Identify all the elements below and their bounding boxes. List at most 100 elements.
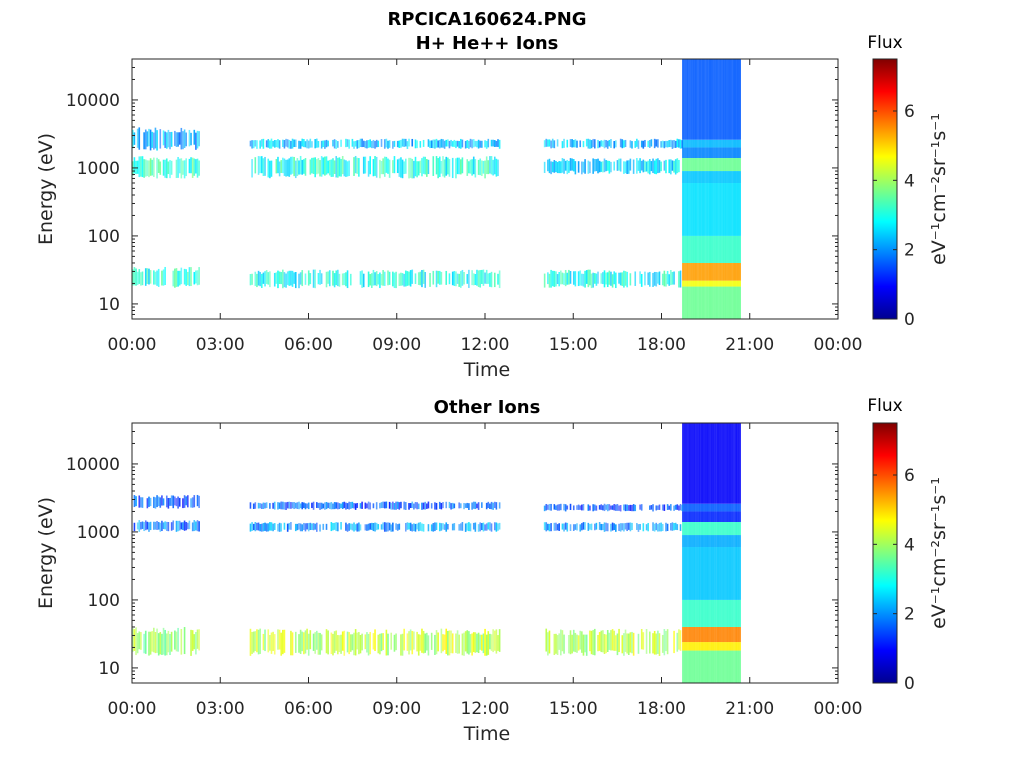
flux-sample [632, 632, 635, 656]
flux-sample [608, 139, 611, 147]
flux-sample [495, 140, 498, 147]
flux-sample [427, 159, 430, 175]
flux-sample [283, 629, 286, 653]
flux-sample [438, 270, 441, 285]
flux-sample [548, 523, 551, 532]
flux-sample [149, 129, 152, 151]
flux-sample [157, 268, 160, 287]
flux-sample [679, 503, 682, 511]
flux-sample [447, 523, 449, 530]
flux-sample [265, 140, 268, 148]
coverage-layer [682, 511, 741, 522]
flux-sample [198, 495, 200, 508]
flux-sample [472, 273, 475, 286]
flux-sample [637, 633, 640, 654]
flux-sample [167, 497, 170, 509]
flux-sample [156, 628, 158, 653]
flux-sample [619, 505, 622, 512]
flux-sample [445, 522, 448, 532]
flux-sample [364, 634, 367, 650]
flux-sample [440, 628, 443, 654]
flux-sample [379, 272, 381, 289]
flux-sample [459, 523, 462, 531]
flux-sample [663, 504, 666, 511]
flux-sample [637, 524, 640, 532]
flux-sample [442, 501, 444, 509]
flux-sample [658, 160, 661, 173]
flux-sample [387, 158, 389, 174]
flux-sample [380, 139, 383, 147]
flux-sample [311, 502, 313, 509]
flux-sample [291, 502, 294, 509]
flux-sample [400, 634, 402, 656]
flux-sample [448, 501, 451, 509]
flux-sample [485, 502, 488, 510]
flux-sample [175, 132, 178, 147]
flux-sample [388, 159, 391, 178]
flux-sample [435, 270, 438, 288]
flux-sample [299, 155, 302, 175]
flux-sample [616, 633, 619, 656]
colorbar-tick-label: 6 [904, 102, 915, 122]
flux-sample [345, 272, 347, 287]
flux-sample [288, 501, 291, 509]
flux-sample [283, 140, 286, 149]
flux-sample [543, 522, 546, 531]
flux-sample [277, 270, 279, 289]
flux-sample [624, 161, 627, 174]
flux-sample [382, 522, 384, 530]
flux-sample [640, 160, 643, 171]
flux-sample [600, 523, 603, 531]
flux-sample [359, 138, 362, 148]
flux-sample [267, 523, 270, 532]
flux-sample [678, 139, 680, 148]
flux-band [249, 138, 501, 149]
flux-sample [251, 140, 253, 149]
flux-sample [582, 161, 585, 173]
flux-sample [392, 141, 394, 149]
flux-sample [495, 522, 498, 532]
flux-sample [437, 140, 439, 148]
flux-sample [149, 158, 152, 176]
flux-sample [309, 522, 312, 531]
flux-sample [364, 141, 367, 149]
flux-sample [657, 139, 659, 148]
flux-sample [325, 629, 328, 654]
flux-sample [640, 273, 643, 287]
flux-sample [260, 523, 263, 532]
flux-sample [164, 521, 166, 530]
spectrogram-area [131, 422, 839, 684]
flux-sample [293, 502, 295, 510]
flux-sample [314, 157, 316, 178]
flux-sample [579, 505, 582, 510]
flux-sample [191, 630, 194, 651]
flux-sample [484, 524, 486, 531]
flux-sample [159, 522, 162, 532]
flux-sample [618, 523, 620, 532]
flux-sample [156, 270, 158, 286]
flux-sample [404, 138, 407, 147]
flux-sample [198, 629, 200, 651]
flux-sample [432, 522, 435, 532]
flux-sample [337, 635, 339, 655]
flux-sample [610, 271, 612, 286]
flux-sample [581, 631, 583, 653]
flux-sample [298, 273, 300, 289]
coverage-layer [682, 599, 741, 627]
flux-sample [327, 271, 329, 284]
flux-sample [404, 522, 407, 532]
flux-sample [299, 523, 302, 532]
flux-sample [456, 630, 459, 654]
flux-sample [492, 159, 494, 176]
flux-sample [437, 270, 439, 284]
flux-sample [396, 501, 399, 509]
flux-sample [330, 632, 333, 654]
flux-sample [156, 157, 158, 179]
flux-sample [262, 158, 265, 176]
flux-sample [666, 504, 669, 510]
flux-sample [403, 138, 405, 147]
flux-sample [354, 524, 357, 531]
flux-sample [387, 270, 389, 286]
flux-sample [306, 139, 308, 149]
flux-sample [393, 503, 396, 510]
